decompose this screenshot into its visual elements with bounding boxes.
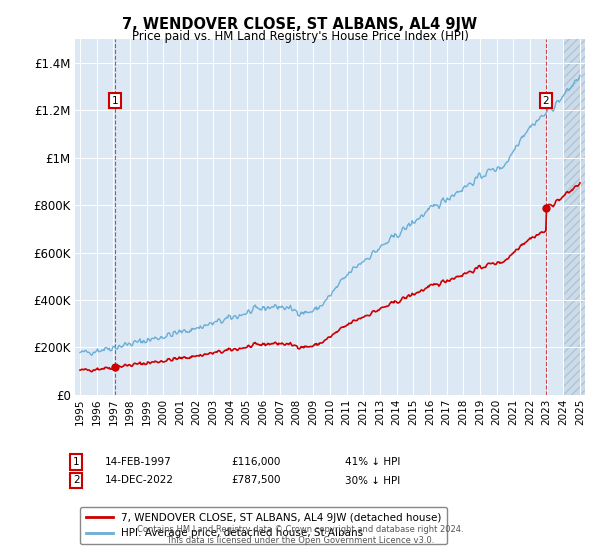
Text: 1: 1 bbox=[112, 96, 119, 106]
Text: 2: 2 bbox=[542, 96, 550, 106]
Text: 41% ↓ HPI: 41% ↓ HPI bbox=[345, 457, 400, 467]
Text: 2: 2 bbox=[73, 475, 80, 486]
Text: £787,500: £787,500 bbox=[231, 475, 281, 486]
Text: Contains HM Land Registry data © Crown copyright and database right 2024.
This d: Contains HM Land Registry data © Crown c… bbox=[137, 525, 463, 545]
Text: 7, WENDOVER CLOSE, ST ALBANS, AL4 9JW: 7, WENDOVER CLOSE, ST ALBANS, AL4 9JW bbox=[122, 17, 478, 32]
Text: £116,000: £116,000 bbox=[231, 457, 280, 467]
Text: 14-DEC-2022: 14-DEC-2022 bbox=[105, 475, 174, 486]
Text: 1: 1 bbox=[73, 457, 80, 467]
Text: 30% ↓ HPI: 30% ↓ HPI bbox=[345, 475, 400, 486]
Bar bbox=[563, 39, 585, 395]
Legend: 7, WENDOVER CLOSE, ST ALBANS, AL4 9JW (detached house), HPI: Average price, deta: 7, WENDOVER CLOSE, ST ALBANS, AL4 9JW (d… bbox=[80, 507, 448, 544]
Text: Price paid vs. HM Land Registry's House Price Index (HPI): Price paid vs. HM Land Registry's House … bbox=[131, 30, 469, 43]
Text: 14-FEB-1997: 14-FEB-1997 bbox=[105, 457, 172, 467]
